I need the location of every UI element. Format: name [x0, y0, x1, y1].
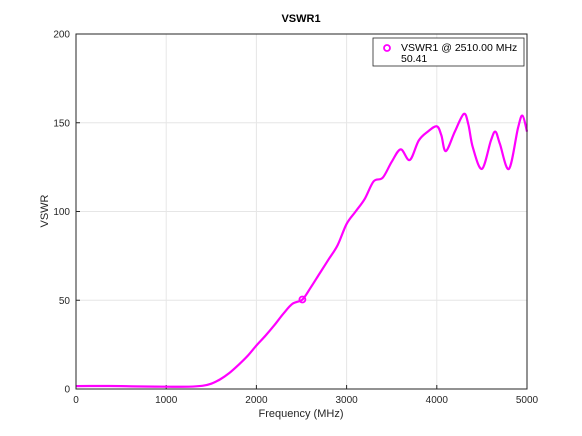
marker-point — [298, 295, 307, 304]
x-tick-label: 0 — [73, 395, 79, 406]
chart-title: VSWR1 — [281, 13, 320, 25]
x-tick-label: 4000 — [426, 395, 449, 406]
x-axis-label: Frequency (MHz) — [259, 408, 344, 420]
y-axis-label: VSWR — [39, 194, 51, 227]
series-lines — [75, 112, 529, 388]
legend-marker-icon — [383, 44, 391, 52]
x-tick-label: 1000 — [155, 395, 178, 406]
x-tick-label: 5000 — [516, 395, 539, 406]
y-tick-label: 100 — [53, 207, 70, 218]
y-tick-label: 200 — [53, 30, 70, 41]
y-tick-label: 50 — [59, 296, 71, 307]
legend-label-line2: 50.41 — [401, 53, 427, 65]
x-tick-label: 2000 — [245, 395, 268, 406]
legend-label-line1: VSWR1 @ 2510.00 MHz — [401, 42, 517, 54]
y-tick-label: 150 — [53, 118, 70, 129]
y-tick-label: 0 — [64, 385, 70, 396]
marker-group — [298, 295, 307, 304]
x-tick-label: 3000 — [335, 395, 358, 406]
plot-frame — [75, 33, 528, 390]
legend: VSWR1 @ 2510.00 MHz 50.41 — [372, 37, 525, 67]
legend-box — [372, 37, 525, 67]
vswr-series-line — [75, 112, 529, 388]
